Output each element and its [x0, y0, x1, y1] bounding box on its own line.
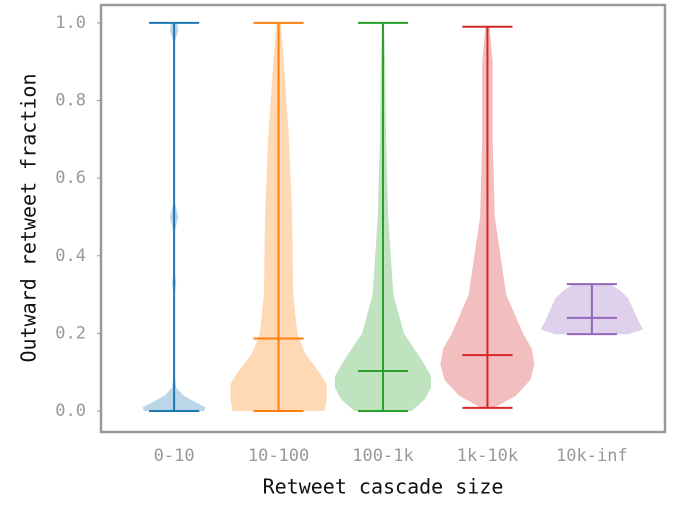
plot-frame — [99, 3, 667, 434]
y-tick-label: 0.6 — [55, 168, 86, 188]
x-tick-label: 100-1k — [352, 446, 413, 466]
x-tick-label: 10k-inf — [556, 446, 628, 466]
y-tick-label: 0.4 — [55, 246, 86, 266]
x-axis-label: Retweet cascade size — [263, 475, 504, 499]
y-tick-label: 0.2 — [55, 323, 86, 343]
x-tick-label: 0-10 — [154, 446, 195, 466]
y-axis-label: Outward retweet fraction — [17, 74, 41, 363]
y-tick-label: 0.0 — [55, 401, 86, 421]
y-tick-label: 1.0 — [55, 13, 86, 33]
x-tick-label: 1k-10k — [457, 446, 518, 466]
x-tick-label: 10-100 — [248, 446, 309, 466]
y-tick-label: 0.8 — [55, 90, 86, 110]
